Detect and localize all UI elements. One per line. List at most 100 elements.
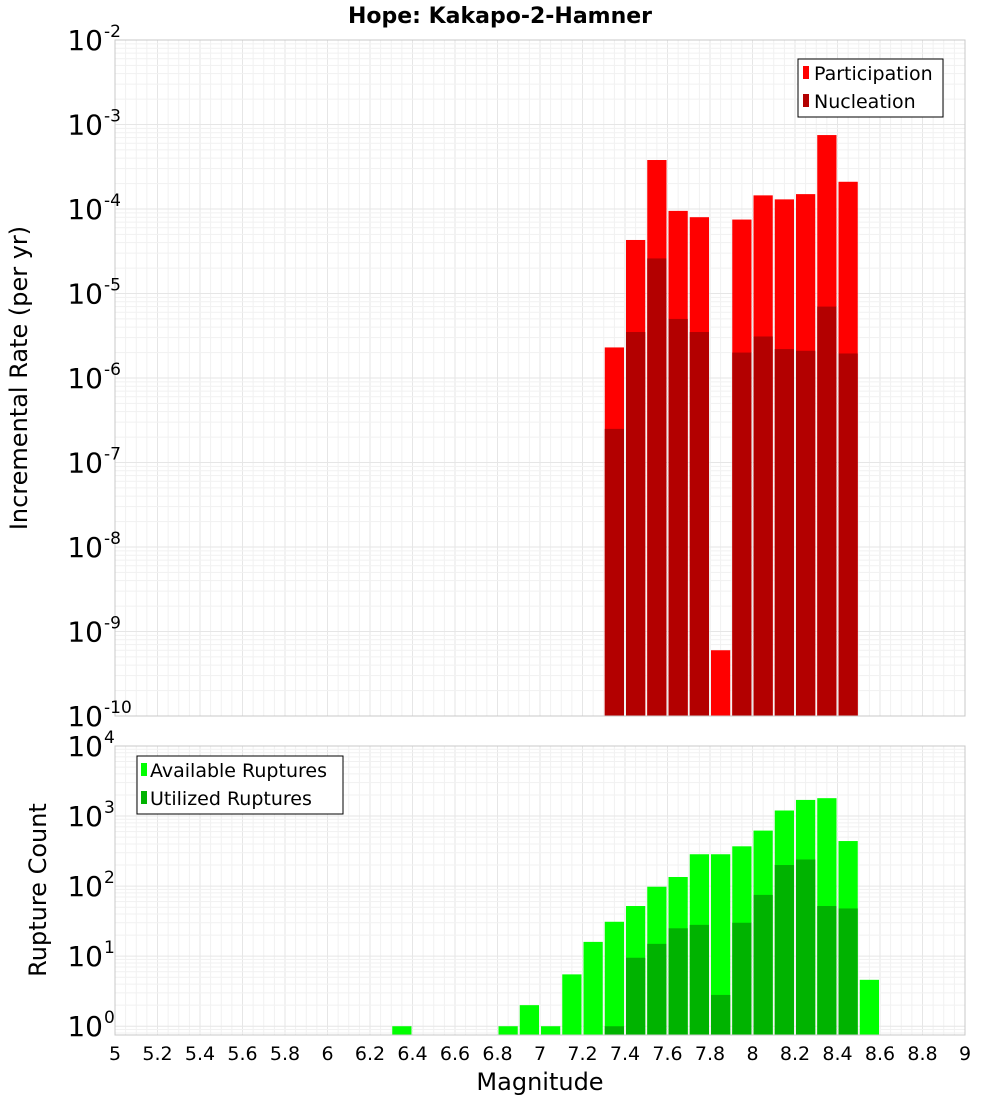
rate-legend-box <box>797 58 944 118</box>
x-tick-label: 6.8 <box>482 1043 512 1065</box>
nucleation-legend-label: Nucleation <box>814 91 916 113</box>
count-legend: Available Ruptures Utilized Ruptures <box>136 755 344 815</box>
available-bar <box>711 854 731 1035</box>
available-bar <box>498 1026 518 1035</box>
utilized-bar <box>689 924 709 1035</box>
x-tick-label: 5.2 <box>142 1043 172 1065</box>
rate-grid <box>114 40 966 717</box>
y-tick-exponent: -5 <box>104 276 121 296</box>
y-tick-exponent: -9 <box>104 614 121 634</box>
utilized-bar <box>668 928 688 1035</box>
x-tick-label: 5.6 <box>227 1043 257 1065</box>
chart-title: Hope: Kakapo-2-Hamner <box>348 4 652 29</box>
x-tick-label: 6 <box>321 1043 333 1065</box>
y-tick-exponent: -2 <box>104 22 121 42</box>
utilized-bar <box>817 906 837 1035</box>
count-y-axis-label: Rupture Count <box>24 803 52 977</box>
y-tick-exponent: -3 <box>104 107 121 127</box>
participation-legend-swatch <box>803 66 809 79</box>
x-tick-label: 6.6 <box>440 1043 470 1065</box>
y-tick-base: 10 <box>67 1010 103 1043</box>
x-tick-label: 6.4 <box>397 1043 427 1065</box>
nucleation-bar <box>647 258 667 716</box>
utilized-bar <box>604 1026 624 1035</box>
y-tick-exponent: -4 <box>104 191 121 211</box>
utilized-bar <box>647 943 667 1035</box>
x-tick-label: 7.2 <box>567 1043 597 1065</box>
x-tick-label: 8.4 <box>822 1043 852 1065</box>
y-tick-base: 10 <box>67 940 103 973</box>
x-tick-label: 7 <box>534 1043 546 1065</box>
nucleation-bar <box>732 352 752 716</box>
y-tick-exponent: 0 <box>104 1008 115 1028</box>
y-tick-exponent: -6 <box>104 360 121 380</box>
y-tick-exponent: 3 <box>104 798 115 818</box>
y-tick-exponent: -10 <box>104 698 132 718</box>
y-tick-base: 10 <box>67 531 103 564</box>
x-axis-label: Magnitude <box>476 1068 603 1096</box>
x-tick-label: 8.8 <box>907 1043 937 1065</box>
available-bar <box>562 974 582 1035</box>
y-tick-base: 10 <box>67 730 103 763</box>
y-tick-base: 10 <box>67 362 103 395</box>
nucleation-bar <box>668 318 688 716</box>
available-legend-swatch <box>141 763 147 776</box>
available-bar <box>583 941 603 1035</box>
y-tick-exponent: 2 <box>104 868 115 888</box>
count-bars <box>392 798 879 1035</box>
x-tick-label: 8.2 <box>780 1043 810 1065</box>
participation-legend-label: Participation <box>814 63 933 85</box>
available-bar <box>604 921 624 1035</box>
count-plot-frame <box>114 745 966 1036</box>
x-tick-label: 6.2 <box>355 1043 385 1065</box>
y-tick-exponent: 4 <box>104 728 115 748</box>
nucleation-bar <box>604 428 624 716</box>
x-tick-label: 5.4 <box>185 1043 215 1065</box>
participation-bar <box>711 650 731 716</box>
rate-legend: Participation Nucleation <box>797 58 944 118</box>
nucleation-bar <box>817 306 837 716</box>
count-x-ticks: 5 5.2 5.4 5.6 5.8 6 6.2 6.4 6.6 6.8 7 7.2 7.4 7.6 7.8 8… <box>109 1043 971 1065</box>
nucleation-bar <box>838 353 858 716</box>
nucleation-bar <box>626 332 646 716</box>
y-tick-base: 10 <box>67 447 103 480</box>
y-tick-exponent: -8 <box>104 529 121 549</box>
utilized-bar <box>711 994 731 1035</box>
nucleation-legend-swatch <box>803 94 809 107</box>
utilized-bar <box>732 922 752 1035</box>
utilized-bar <box>796 859 816 1035</box>
nucleation-bar <box>796 350 816 716</box>
nucleation-bar <box>753 336 773 716</box>
available-bar <box>519 1005 539 1035</box>
y-tick-base: 10 <box>67 700 103 733</box>
y-tick-base: 10 <box>67 616 103 649</box>
x-tick-label: 7.4 <box>610 1043 640 1065</box>
y-tick-base: 10 <box>67 193 103 226</box>
utilized-legend-swatch <box>141 791 147 804</box>
y-tick-base: 10 <box>67 800 103 833</box>
utilized-bar <box>838 908 858 1035</box>
rate-plot-frame <box>114 39 966 717</box>
x-tick-label: 7.6 <box>652 1043 682 1065</box>
utilized-legend-label: Utilized Ruptures <box>150 788 312 810</box>
y-tick-base: 10 <box>67 870 103 903</box>
utilized-bar <box>753 894 773 1035</box>
nucleation-bar <box>774 349 794 716</box>
available-bar <box>392 1026 412 1035</box>
x-tick-label: 9 <box>959 1043 971 1065</box>
y-tick-base: 10 <box>67 109 103 142</box>
rate-y-axis-label: Incremental Rate (per yr) <box>5 226 33 530</box>
x-tick-label: 8 <box>746 1043 758 1065</box>
y-tick-exponent: -7 <box>104 445 121 465</box>
utilized-bar <box>774 865 794 1035</box>
x-tick-label: 7.8 <box>695 1043 725 1065</box>
available-legend-label: Available Ruptures <box>150 760 327 782</box>
y-tick-exponent: 1 <box>104 938 115 958</box>
x-tick-label: 8.6 <box>865 1043 895 1065</box>
available-bar <box>541 1026 561 1035</box>
